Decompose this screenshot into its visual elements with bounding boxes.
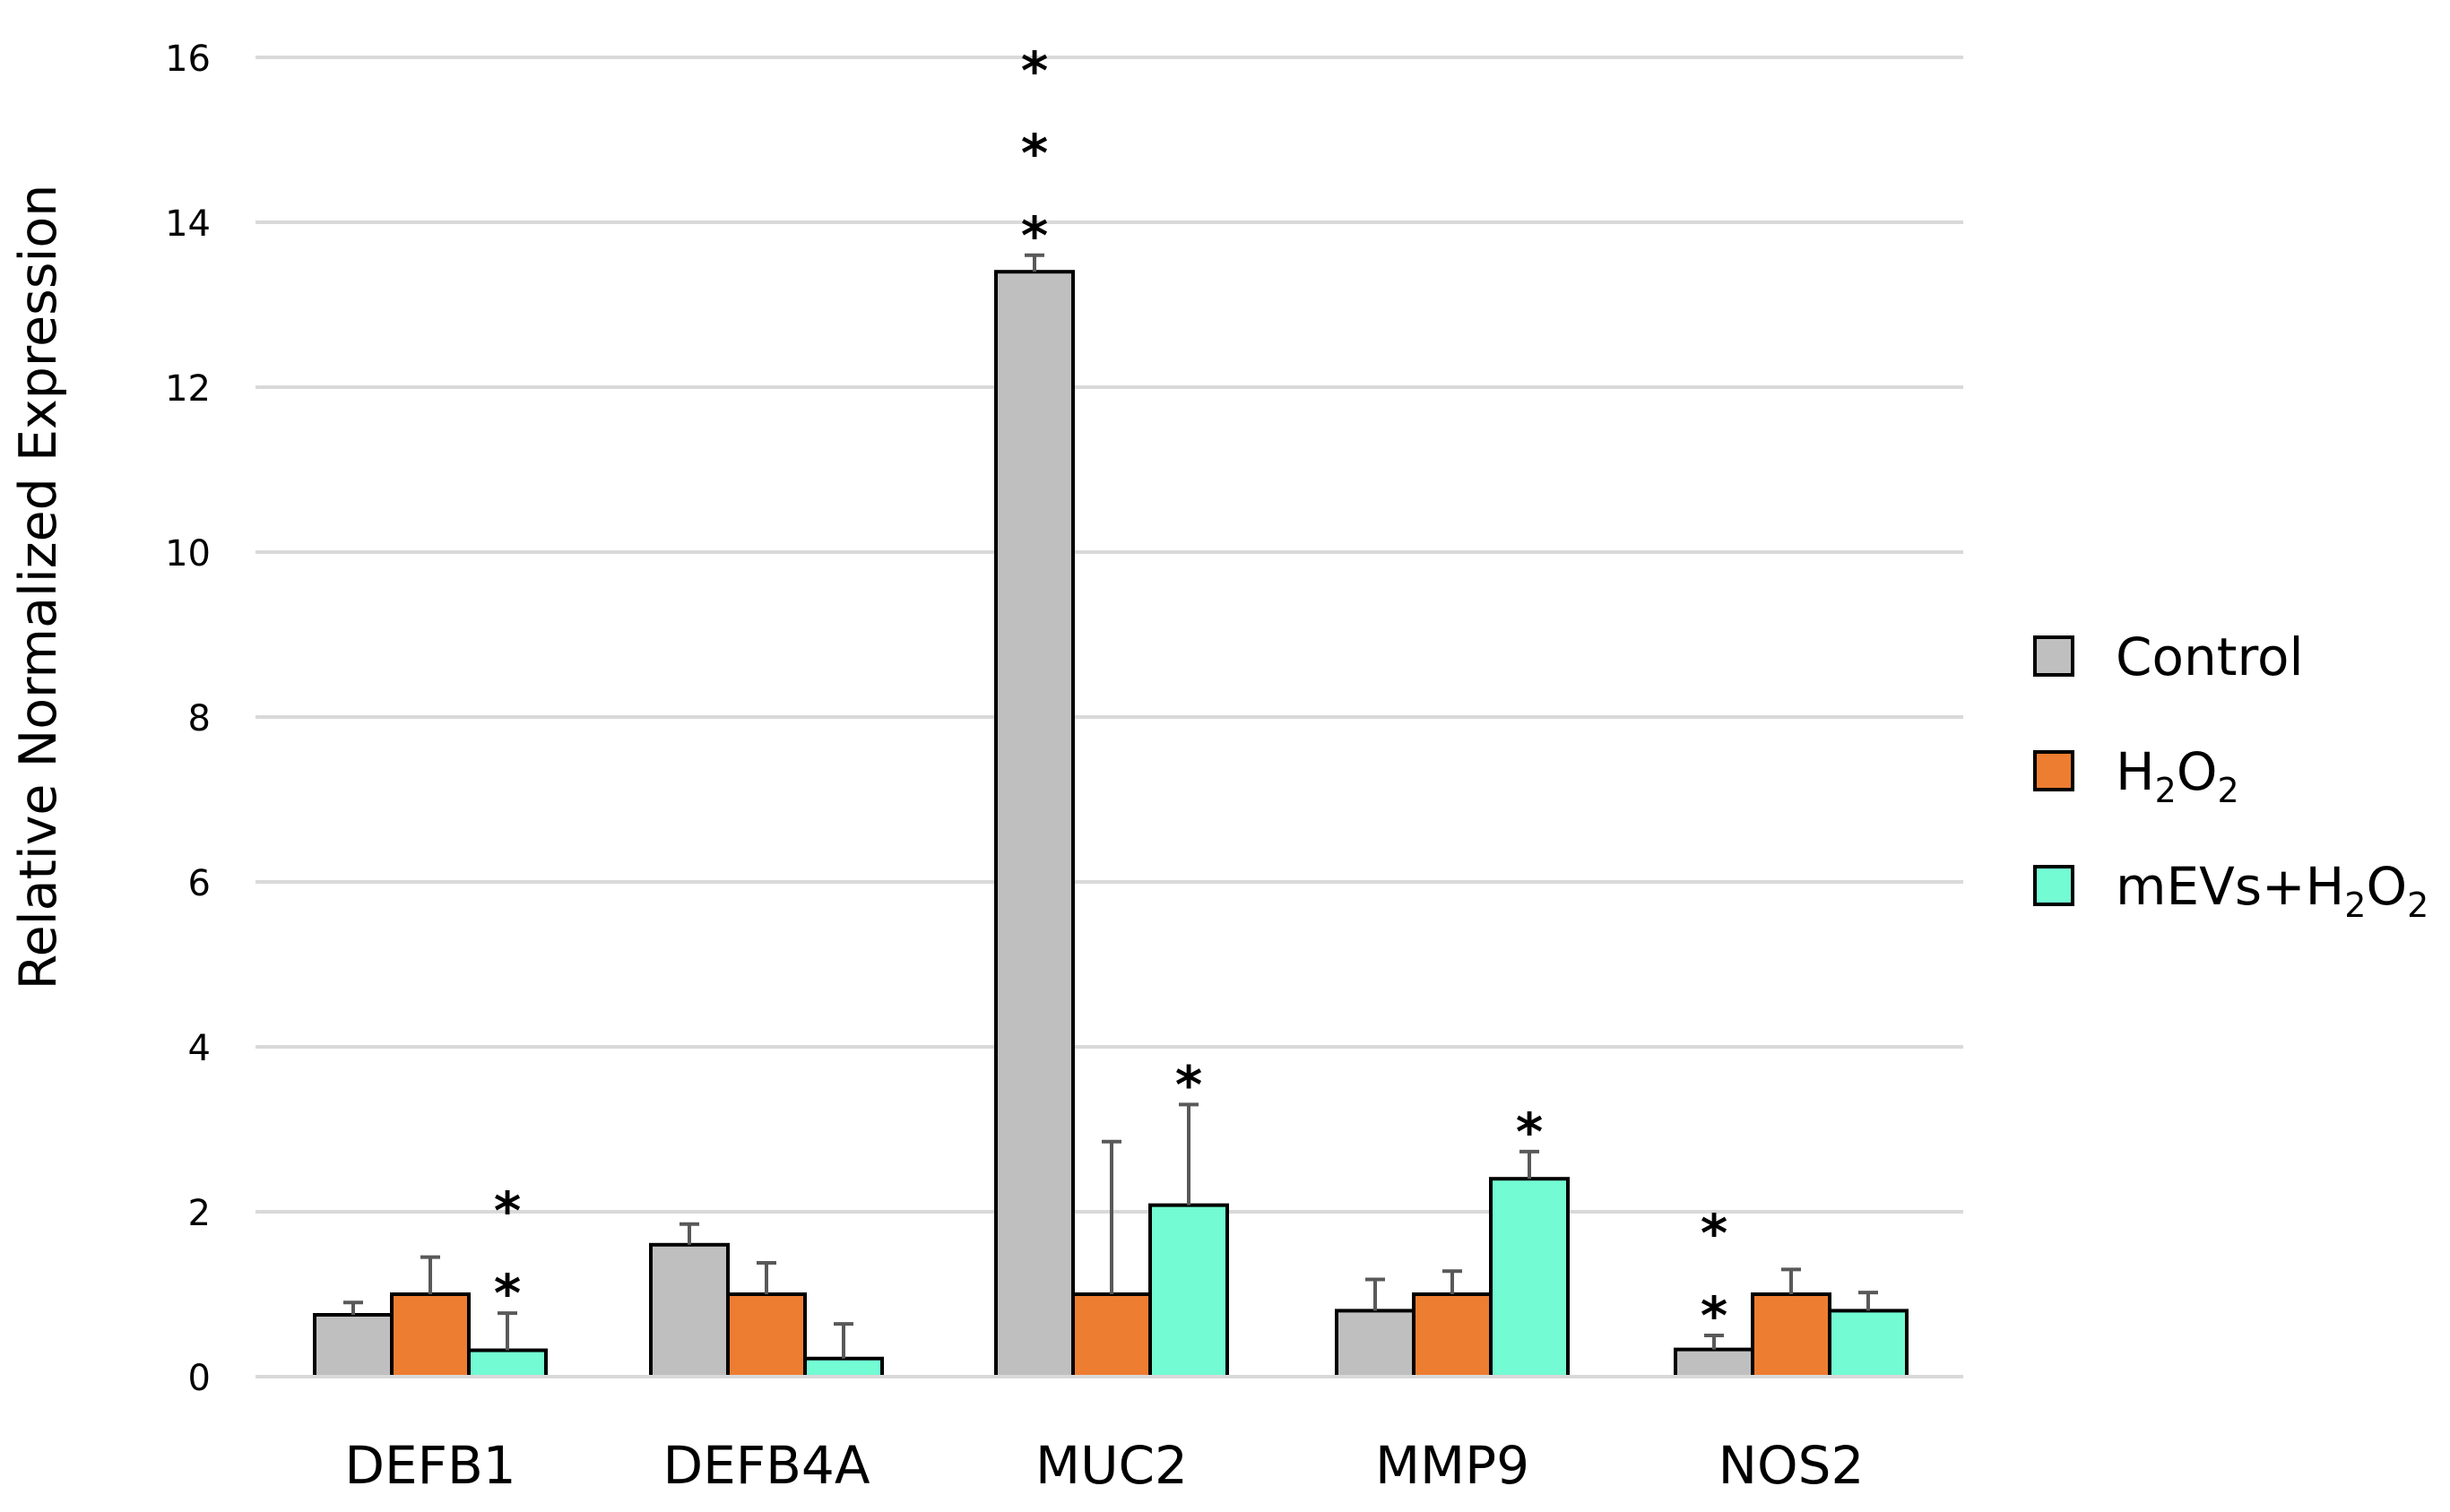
y-tick-label: 6 [188, 863, 211, 904]
bar-mevs-h2o2-muc2 [1148, 1203, 1229, 1379]
legend-label: mEVs+H2O2 [2116, 856, 2428, 925]
legend-swatch [2033, 865, 2074, 906]
y-tick-label: 2 [188, 1193, 211, 1234]
significance-star: * [494, 1263, 521, 1324]
bar-mevs-h2o2-mmp9 [1489, 1177, 1570, 1378]
y-axis-label: Relative Normalized Expression [9, 185, 68, 990]
bar-control-mmp9 [1335, 1309, 1415, 1379]
legend-label: H2O2 [2116, 741, 2239, 810]
y-tick-label: 0 [188, 1358, 211, 1399]
significance-star: * [1516, 1102, 1543, 1162]
y-tick-label: 14 [165, 203, 211, 245]
bar-h2o2-nos2 [1751, 1292, 1831, 1378]
significance-star: * [1701, 1285, 1727, 1346]
x-tick-label: MUC2 [1035, 1435, 1188, 1496]
bar-control-muc2 [994, 270, 1075, 1379]
legend-swatch [2033, 750, 2074, 791]
gridlines [255, 56, 1963, 1214]
y-tick-label: 8 [188, 698, 211, 739]
significance-star: * [1175, 1054, 1202, 1115]
y-tick-label: 10 [165, 533, 211, 575]
y-tick-label: 16 [165, 39, 211, 80]
bar-control-defb1 [313, 1313, 394, 1378]
bar-mevs-h2o2-defb4a [803, 1356, 884, 1379]
x-tick-label: MMP9 [1375, 1435, 1529, 1496]
legend-swatch [2033, 635, 2074, 677]
x-tick-label: NOS2 [1718, 1435, 1865, 1496]
legend-label: Control [2116, 626, 2304, 687]
bar-mevs-h2o2-nos2 [1828, 1309, 1909, 1379]
significance-markers: * * * * * * * * * [494, 40, 1727, 1346]
bar-control-defb4a [649, 1242, 730, 1379]
x-tick-label: DEFB1 [344, 1435, 515, 1496]
significance-star: * [1021, 123, 1048, 184]
bar-h2o2-defb1 [390, 1292, 471, 1378]
axes: 0 2 4 6 8 10 12 14 16 DEFB1 DEFB4A MUC2 MMP9 NOS2 [165, 39, 1963, 1496]
significance-star: * [494, 1180, 521, 1241]
bar-h2o2-mmp9 [1412, 1292, 1493, 1378]
significance-star: * [1021, 40, 1048, 101]
bars [313, 253, 1909, 1379]
bar-mevs-h2o2-defb1 [467, 1348, 548, 1379]
bar-h2o2-defb4a [726, 1292, 807, 1378]
bar-control-nos2 [1674, 1347, 1754, 1379]
y-tick-label: 12 [165, 368, 211, 410]
legend: Control H2O2 mEVs+H2O2 [2033, 626, 2428, 925]
significance-star: * [1701, 1203, 1727, 1264]
y-tick-label: 4 [188, 1028, 211, 1069]
significance-star: * [1021, 205, 1048, 266]
bar-h2o2-muc2 [1071, 1292, 1152, 1378]
x-tick-label: DEFB4A [662, 1435, 870, 1496]
